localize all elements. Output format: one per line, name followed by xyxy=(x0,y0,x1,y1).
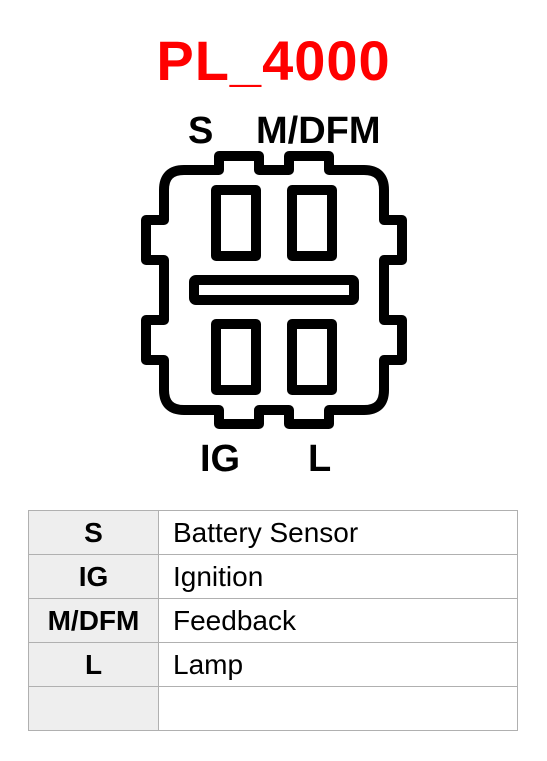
connector-diagram: S M/DFM IG L xyxy=(0,110,547,490)
legend-desc: Lamp xyxy=(159,643,518,687)
pin-legend-table: S Battery Sensor IG Ignition M/DFM Feedb… xyxy=(28,510,518,731)
pin-label-s: S xyxy=(188,110,213,153)
connector-icon xyxy=(124,110,424,430)
legend-symbol: S xyxy=(29,511,159,555)
legend-row: S Battery Sensor xyxy=(29,511,518,555)
pin-label-mdfm: M/DFM xyxy=(256,110,381,153)
legend-row xyxy=(29,687,518,731)
legend-symbol: IG xyxy=(29,555,159,599)
legend-symbol xyxy=(29,687,159,731)
part-number-title: PL_4000 xyxy=(0,28,547,93)
pin-label-ig: IG xyxy=(200,438,240,481)
legend-desc: Ignition xyxy=(159,555,518,599)
legend-symbol: L xyxy=(29,643,159,687)
legend-symbol: M/DFM xyxy=(29,599,159,643)
legend-row: M/DFM Feedback xyxy=(29,599,518,643)
legend-body: S Battery Sensor IG Ignition M/DFM Feedb… xyxy=(29,511,518,731)
legend-row: L Lamp xyxy=(29,643,518,687)
legend-desc: Feedback xyxy=(159,599,518,643)
legend-desc: Battery Sensor xyxy=(159,511,518,555)
legend-row: IG Ignition xyxy=(29,555,518,599)
legend-desc xyxy=(159,687,518,731)
pin-label-l: L xyxy=(308,438,331,481)
